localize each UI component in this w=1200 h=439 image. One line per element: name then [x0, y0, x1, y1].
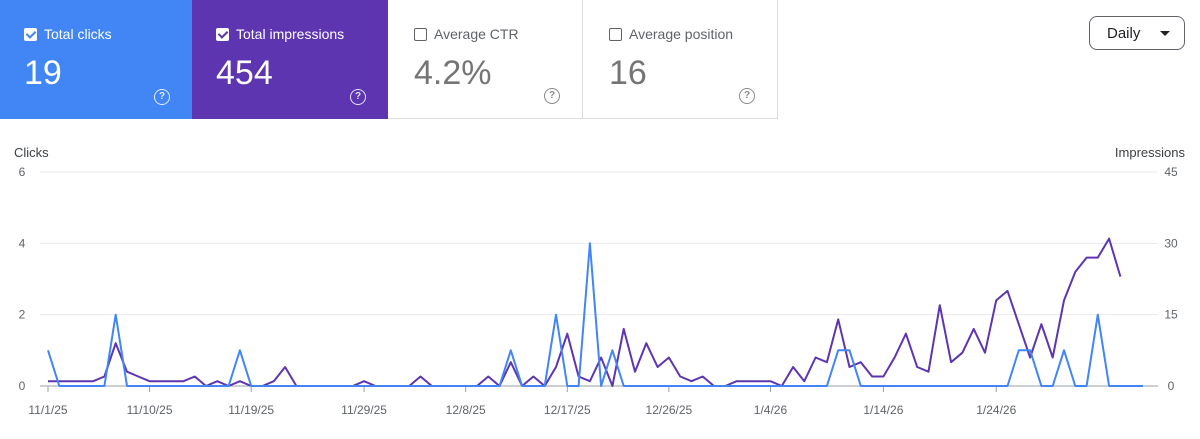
metric-label-row: Average CTR: [414, 26, 519, 42]
x-tick-label: 11/29/25: [341, 403, 387, 417]
series-line-clicks: [47, 242, 1143, 387]
right-tick-label: 15: [1164, 308, 1178, 322]
metric-value: 16: [609, 54, 647, 92]
left-tick-label: 4: [19, 236, 26, 250]
checkbox-checked-icon[interactable]: [216, 27, 229, 41]
metric-card-total-clicks[interactable]: Total clicks 19 ?: [0, 0, 192, 119]
x-tick-label: 12/17/25: [544, 403, 591, 417]
metric-card-average-ctr[interactable]: Average CTR 4.2% ?: [388, 0, 583, 119]
granularity-dropdown[interactable]: Daily: [1089, 16, 1185, 50]
metric-label: Average position: [629, 26, 734, 42]
left-tick-label: 0: [19, 379, 26, 393]
metric-label: Average CTR: [434, 26, 519, 42]
help-circle-icon[interactable]: ?: [739, 88, 755, 104]
right-tick-label: 30: [1164, 236, 1178, 250]
metric-card-average-position[interactable]: Average position 16 ?: [583, 0, 778, 119]
x-tick-label: 11/19/25: [228, 403, 274, 417]
metric-value: 19: [24, 54, 62, 92]
x-tick-label: 1/24/26: [976, 403, 1016, 417]
metric-label: Total impressions: [236, 26, 345, 42]
x-tick-label: 12/26/25: [646, 403, 693, 417]
metric-cards: Total clicks 19 ? Total impressions 454 …: [0, 0, 778, 119]
granularity-label: Daily: [1107, 24, 1141, 42]
x-tick-label: 11/1/25: [28, 403, 67, 417]
help-circle-icon[interactable]: ?: [350, 89, 366, 105]
help-circle-icon[interactable]: ?: [154, 89, 170, 105]
x-tick-label: 1/14/26: [863, 403, 903, 417]
x-tick-label: 1/4/26: [754, 403, 788, 417]
metric-value: 4.2%: [414, 54, 492, 92]
x-tick-label: 12/8/25: [446, 403, 486, 417]
checkbox-checked-icon[interactable]: [24, 27, 37, 41]
right-tick-label: 0: [1168, 379, 1175, 393]
caret-down-icon: [1160, 31, 1170, 36]
metric-label-row: Total clicks: [24, 26, 112, 42]
left-tick-label: 2: [19, 308, 26, 322]
checkbox-unchecked-icon[interactable]: [609, 27, 622, 41]
performance-chart: 0 2 4 6 0 15 30 45 11/1/25 11/10/25 11/19/25 11/29/…: [19, 165, 1178, 417]
metric-card-total-impressions[interactable]: Total impressions 454 ?: [192, 0, 388, 119]
help-circle-icon[interactable]: ?: [544, 88, 560, 104]
metric-value: 454: [216, 54, 273, 92]
checkbox-unchecked-icon[interactable]: [414, 27, 427, 41]
metric-label-row: Total impressions: [216, 26, 344, 42]
right-axis-title: Impressions: [1114, 145, 1185, 160]
left-axis-title: Clicks: [14, 145, 49, 160]
metric-label: Total clicks: [44, 26, 112, 42]
left-tick-label: 6: [19, 165, 26, 179]
x-tick-label: 11/10/25: [127, 403, 173, 417]
right-tick-label: 45: [1164, 165, 1178, 179]
metric-label-row: Average position: [609, 26, 733, 42]
